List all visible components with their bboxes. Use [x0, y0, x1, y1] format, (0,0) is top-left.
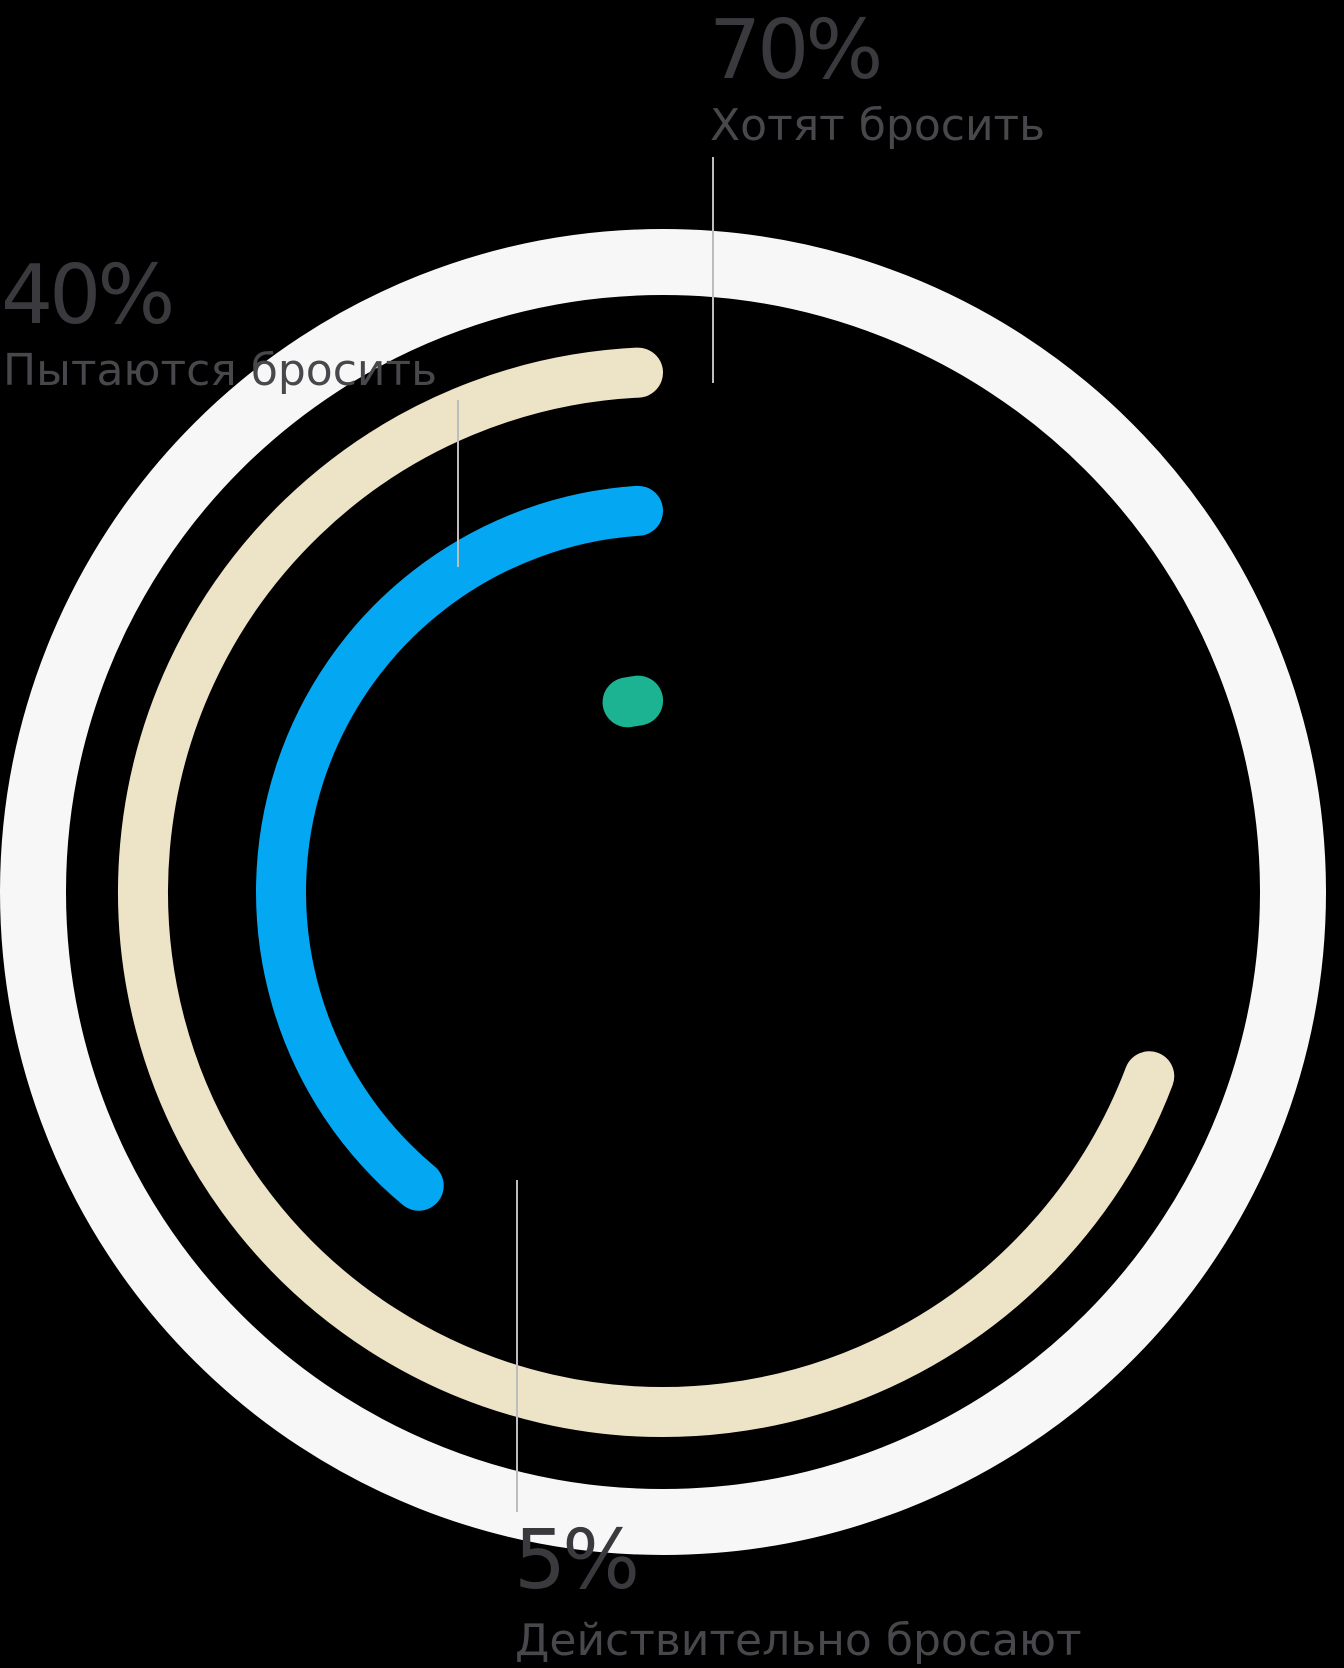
arc-actually-quit	[602, 675, 664, 728]
caption-actually-quit: Действительно бросают	[515, 1615, 1082, 1666]
percent-label-actually-quit: 5%	[514, 1513, 636, 1608]
percent-label-wants-to-quit: 70%	[709, 3, 879, 98]
arc-wants-to-quit	[118, 347, 1175, 1437]
outer-ring	[0, 229, 1326, 1555]
arc-trying-to-quit	[256, 485, 664, 1211]
caption-trying-to-quit: Пытаются бросить	[3, 345, 437, 396]
caption-wants-to-quit: Хотят бросить	[710, 100, 1045, 151]
percent-label-trying-to-quit: 40%	[1, 248, 171, 343]
